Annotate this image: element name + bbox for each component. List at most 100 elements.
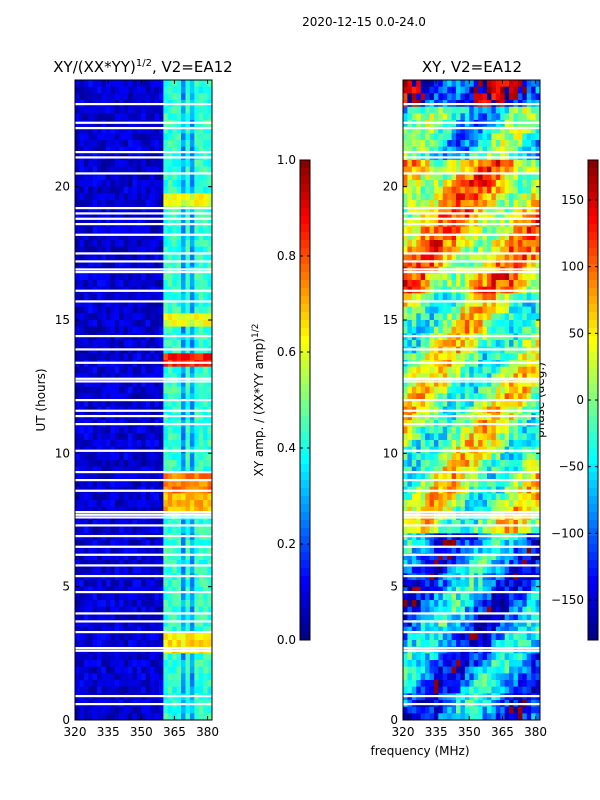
heat-cell	[172, 666, 178, 674]
heat-cell	[128, 540, 133, 548]
heat-cell	[88, 520, 94, 528]
heat-cell	[513, 280, 519, 288]
heat-cell	[447, 326, 453, 334]
heat-cell	[75, 426, 80, 434]
heat-cell	[114, 86, 120, 94]
heat-cell	[189, 300, 195, 308]
heat-cell	[535, 246, 541, 254]
heat-cell	[92, 233, 98, 241]
heat-cell	[531, 186, 536, 194]
heat-cell	[97, 673, 102, 681]
heat-cell	[433, 400, 439, 408]
heat-cell	[198, 526, 204, 534]
heat-cell	[172, 113, 178, 121]
heat-cell	[154, 560, 160, 568]
heat-cell	[403, 440, 408, 448]
heat-cell	[433, 206, 439, 214]
heat-cell	[451, 140, 457, 148]
flagged-row	[75, 423, 212, 426]
heat-cell	[92, 393, 98, 401]
heat-cell	[176, 626, 182, 634]
heat-cell	[83, 320, 89, 328]
heat-cell	[433, 146, 439, 154]
heat-cell	[491, 453, 497, 461]
heat-cell	[433, 160, 439, 168]
flagged-row	[75, 377, 212, 380]
heat-cell	[198, 560, 204, 568]
heat-cell	[79, 473, 85, 481]
heat-cell	[469, 433, 475, 441]
heat-cell	[189, 133, 195, 141]
heat-cell	[114, 506, 120, 514]
heat-cell	[158, 226, 164, 234]
heat-cell	[198, 500, 204, 508]
heat-cell	[128, 200, 133, 208]
heat-cell	[185, 80, 191, 88]
heat-cell	[97, 86, 102, 94]
heat-cell	[163, 673, 169, 681]
heat-cell	[517, 206, 523, 214]
heat-cell	[482, 426, 488, 434]
heat-cell	[128, 500, 133, 508]
heat-cell	[92, 146, 98, 154]
heat-cell	[163, 133, 169, 141]
heat-cell	[119, 540, 125, 548]
heat-cell	[114, 380, 120, 388]
heat-cell	[172, 180, 178, 188]
heat-cell	[172, 173, 178, 181]
heat-cell	[447, 140, 453, 148]
heat-cell	[478, 226, 483, 234]
heat-cell	[110, 493, 116, 501]
heat-cell	[88, 526, 94, 534]
heat-cell	[79, 233, 85, 241]
heat-cell	[167, 453, 173, 461]
heat-cell	[456, 460, 461, 468]
heat-cell	[438, 493, 444, 501]
heat-cell	[500, 233, 506, 241]
heat-cell	[189, 260, 195, 268]
heat-cell	[403, 306, 408, 314]
heat-cell	[172, 306, 178, 314]
heat-cell	[119, 113, 125, 121]
heat-cell	[132, 433, 138, 441]
heat-cell	[522, 373, 528, 381]
heat-cell	[150, 93, 155, 101]
heat-cell	[105, 353, 111, 361]
heat-cell	[478, 80, 483, 88]
heat-cell	[167, 520, 173, 528]
heat-cell	[420, 366, 426, 374]
heat-cell	[425, 253, 430, 261]
heat-cell	[132, 293, 138, 301]
heat-cell	[88, 560, 94, 568]
heat-cell	[163, 113, 169, 121]
flagged-row	[75, 268, 212, 271]
heat-cell	[495, 433, 501, 441]
heat-cell	[181, 140, 186, 148]
heat-cell	[456, 193, 461, 201]
heat-cell	[119, 93, 125, 101]
heat-cell	[411, 126, 417, 134]
heat-cell	[132, 473, 138, 481]
heat-cell	[207, 673, 213, 681]
heat-cell	[509, 200, 514, 208]
heat-cell	[105, 300, 111, 308]
heat-cell	[416, 313, 422, 321]
heat-cell	[154, 353, 160, 361]
heat-cell	[203, 326, 208, 334]
heat-cell	[482, 453, 488, 461]
heat-cell	[114, 673, 120, 681]
heat-cell	[504, 226, 510, 234]
heat-cell	[194, 320, 200, 328]
heat-cell	[92, 280, 98, 288]
heat-cell	[83, 386, 89, 394]
heat-cell	[154, 113, 160, 121]
heat-cell	[478, 460, 483, 468]
heat-cell	[83, 500, 89, 508]
heat-cell	[411, 433, 417, 441]
heat-cell	[500, 113, 506, 121]
heat-cell	[526, 373, 532, 381]
heat-cell	[535, 473, 541, 481]
heat-cell	[88, 226, 94, 234]
heat-cell	[141, 280, 147, 288]
heat-cell	[97, 340, 102, 348]
